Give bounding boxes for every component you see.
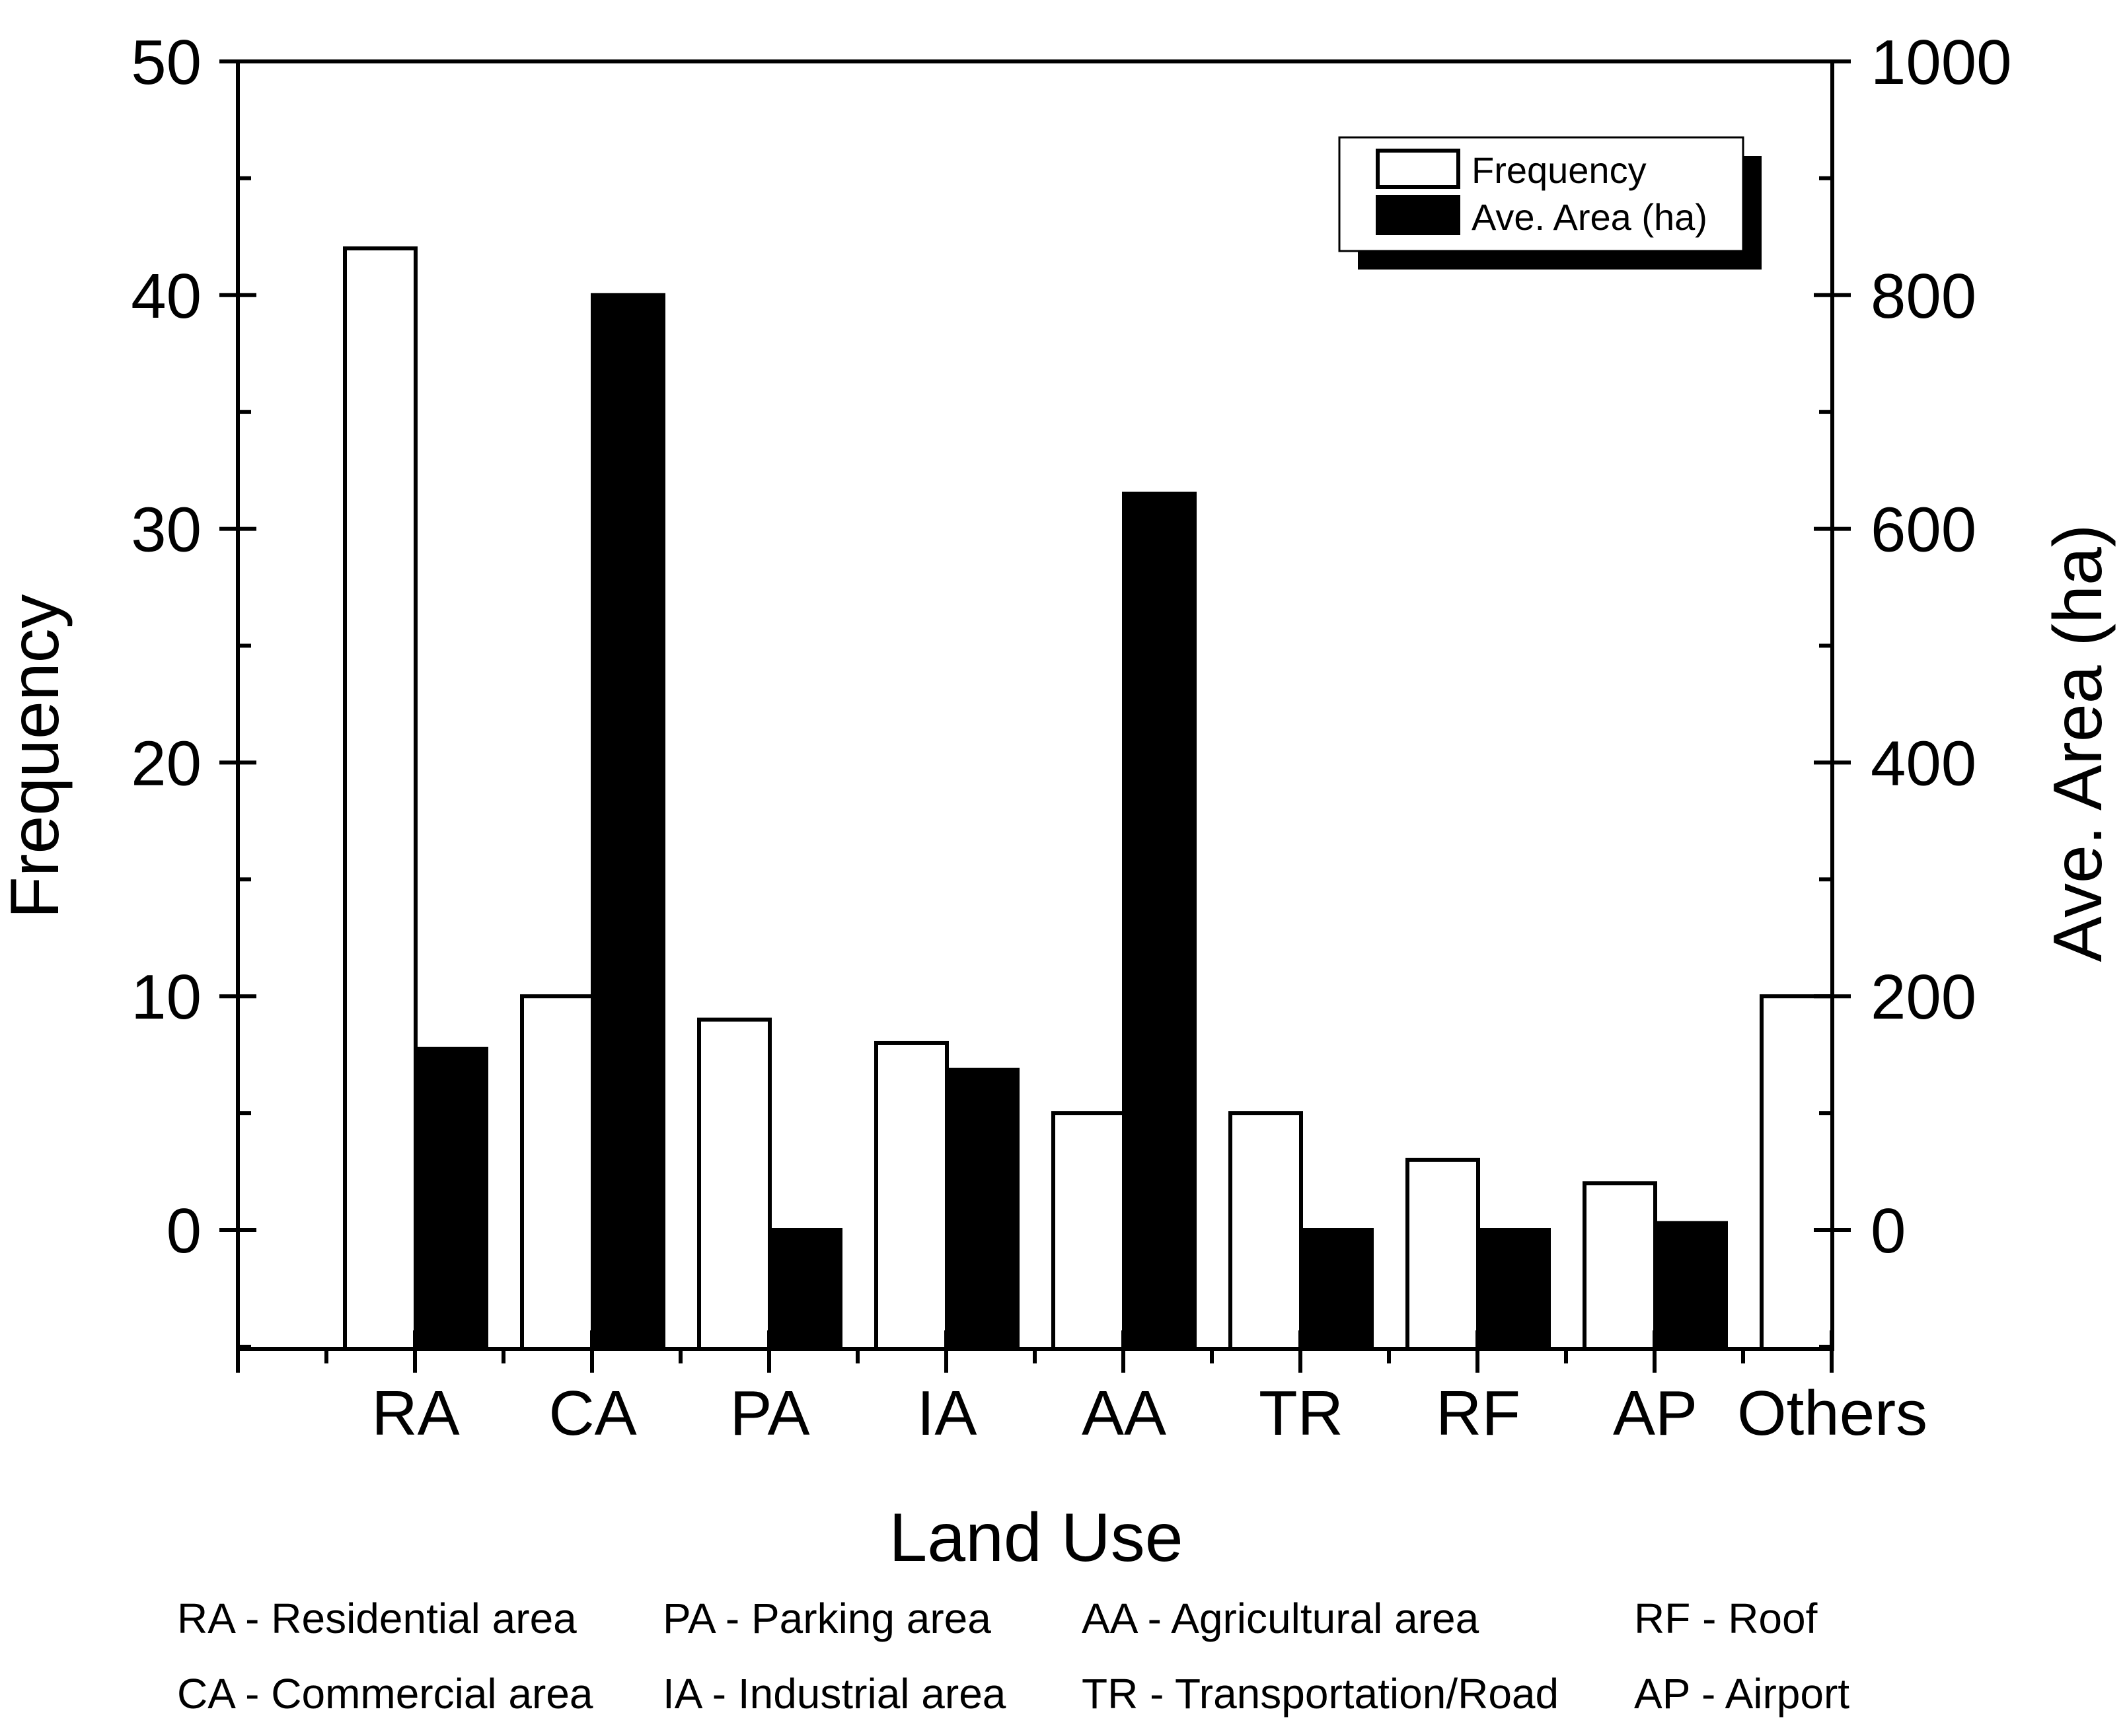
- bars-layer: [343, 246, 1834, 1352]
- bar-tr-frequency: [1228, 1111, 1303, 1351]
- y-right-tick-label: 800: [1871, 261, 1976, 332]
- x-tick-label-rf: RF: [1436, 1378, 1520, 1449]
- bar-rf-ave-area: [1476, 1228, 1551, 1351]
- bar-ra-frequency: [343, 246, 418, 1351]
- y-axis-right-title: Ave. Area (ha): [2040, 524, 2116, 962]
- legend-swatch-frequency: [1376, 149, 1460, 189]
- bar-ra-ave-area: [414, 1046, 488, 1352]
- x-tick-label-ap: AP: [1613, 1378, 1698, 1449]
- legend-swatch-ave-area: [1376, 195, 1460, 235]
- y-right-tick-label: 1000: [1871, 27, 2012, 98]
- abbr-rf: RF - Roof: [1634, 1595, 1818, 1642]
- x-tick-label-tr: TR: [1259, 1378, 1343, 1449]
- y-left-tick-label: 0: [167, 1196, 202, 1266]
- bar-others-frequency: [1760, 994, 1834, 1351]
- abbr-ca: CA - Commercial area: [177, 1670, 593, 1718]
- y-left-tick-label: 50: [131, 27, 202, 98]
- bar-tr-ave-area: [1299, 1228, 1374, 1351]
- bar-ca-ave-area: [591, 293, 665, 1351]
- y-axis-left-title: Frequency: [0, 594, 73, 918]
- y-right-tick-label: 400: [1871, 728, 1976, 799]
- y-left-tick-label: 10: [131, 962, 202, 1032]
- legend: Frequency Ave. Area (ha): [1338, 136, 1762, 270]
- abbr-pa: PA - Parking area: [663, 1595, 991, 1642]
- x-tick-label-ia: IA: [917, 1378, 977, 1449]
- y-left-tick-label: 40: [131, 261, 202, 332]
- bar-rf-frequency: [1405, 1157, 1480, 1351]
- bar-ia-frequency: [874, 1040, 949, 1351]
- bar-ap-frequency: [1583, 1181, 1657, 1351]
- x-tick-label-ca: CA: [548, 1378, 636, 1449]
- x-tick-label-aa: AA: [1082, 1378, 1166, 1449]
- abbr-tr: TR - Transportation/Road: [1082, 1670, 1559, 1718]
- abbr-ra: RA - Residential area: [177, 1595, 577, 1642]
- y-right-tick-label: 0: [1871, 1196, 1906, 1266]
- abbreviation-key: RA - Residential area CA - Commercial ar…: [177, 1595, 1849, 1718]
- abbr-aa: AA - Agricultural area: [1082, 1595, 1479, 1642]
- legend-label-frequency: Frequency: [1472, 149, 1647, 191]
- y-right-tick-label: 200: [1871, 962, 1976, 1032]
- bar-aa-frequency: [1051, 1111, 1126, 1351]
- y-left-tick-label: 30: [131, 495, 202, 565]
- ticks-layer: 0 10 20 30 40 50 0 200 400 600 800 1000 RA CA PA IA AA TR…: [131, 27, 2011, 1449]
- y-left-tick-label: 20: [131, 728, 202, 799]
- bar-ca-frequency: [520, 994, 595, 1351]
- bar-aa-ave-area: [1122, 491, 1197, 1351]
- abbr-ap: AP - Airport: [1634, 1670, 1849, 1718]
- abbr-ia: IA - Industrial area: [663, 1670, 1006, 1718]
- x-axis-title: Land Use: [889, 1500, 1183, 1576]
- bar-pa-ave-area: [768, 1228, 842, 1351]
- y-right-tick-label: 600: [1871, 495, 1976, 565]
- bar-pa-frequency: [697, 1017, 772, 1351]
- x-tick-label-others: Others: [1737, 1378, 1927, 1449]
- bar-ap-ave-area: [1653, 1221, 1728, 1351]
- bar-ia-ave-area: [945, 1067, 1020, 1351]
- x-tick-label-pa: PA: [730, 1378, 810, 1449]
- legend-label-ave-area: Ave. Area (ha): [1472, 196, 1707, 238]
- x-tick-label-ra: RA: [371, 1378, 459, 1449]
